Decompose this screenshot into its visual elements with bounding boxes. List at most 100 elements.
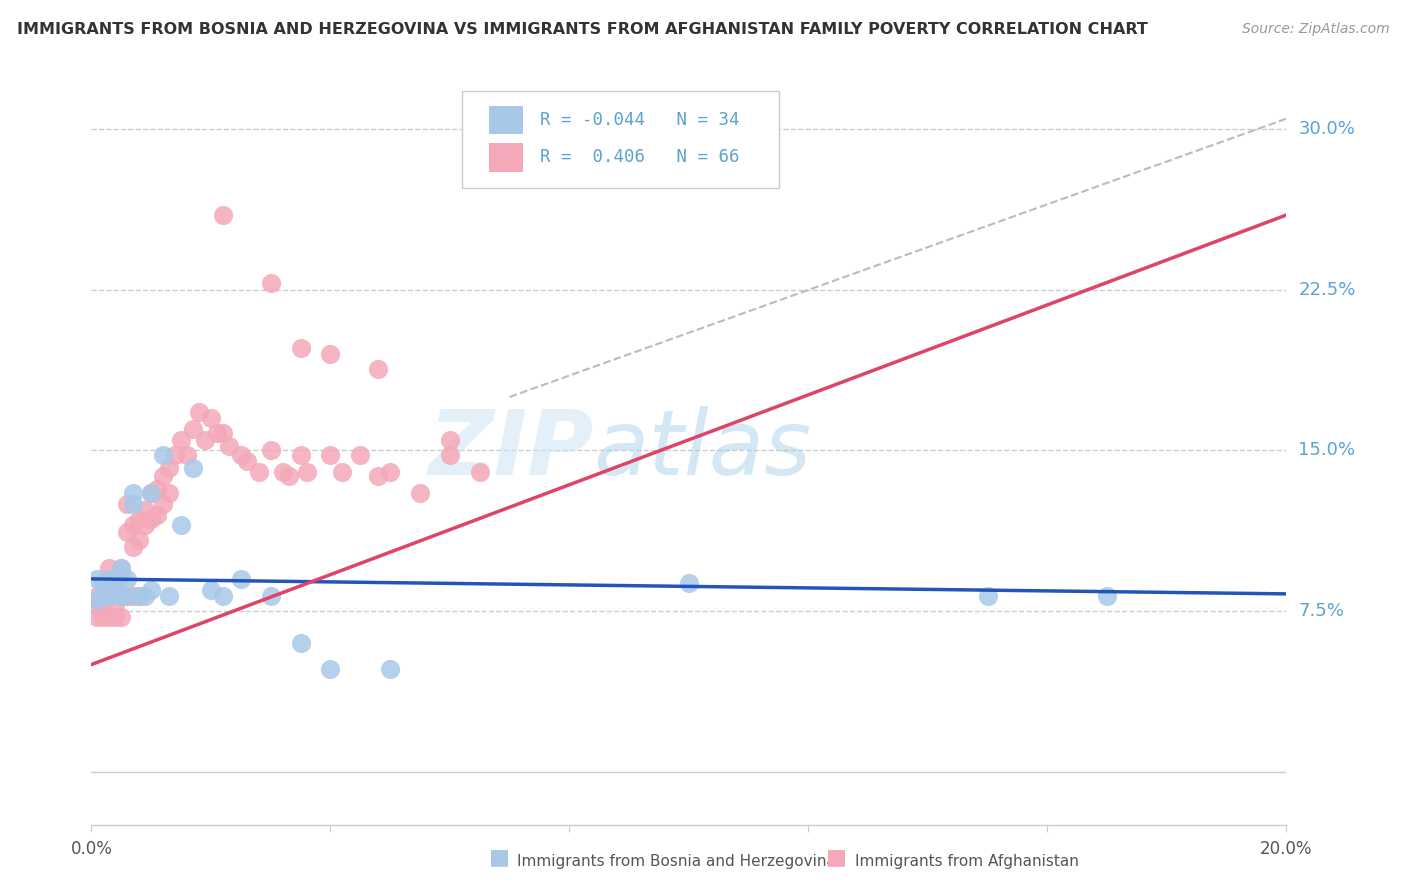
Point xyxy=(211,426,233,441)
Text: Source: ZipAtlas.com: Source: ZipAtlas.com xyxy=(1241,22,1389,37)
Point xyxy=(86,593,108,607)
Point xyxy=(115,524,138,539)
Point xyxy=(122,589,145,603)
Point xyxy=(409,486,432,500)
Point xyxy=(157,486,180,500)
Point xyxy=(146,508,169,522)
Point xyxy=(152,497,174,511)
Point xyxy=(110,589,132,603)
Point xyxy=(93,598,115,612)
Point xyxy=(277,469,299,483)
Point xyxy=(200,411,222,425)
Point xyxy=(163,448,186,462)
Point xyxy=(93,576,115,591)
Point xyxy=(1097,589,1119,603)
Point xyxy=(98,561,121,575)
Text: atlas: atlas xyxy=(593,407,811,494)
Point xyxy=(211,208,233,222)
Point xyxy=(104,598,127,612)
Point xyxy=(157,589,180,603)
Text: ZIP: ZIP xyxy=(427,407,593,494)
Point xyxy=(93,610,115,624)
Point xyxy=(468,465,491,479)
Point xyxy=(104,582,127,597)
Point xyxy=(122,497,145,511)
Point xyxy=(332,465,354,479)
Text: R = -0.044   N = 34: R = -0.044 N = 34 xyxy=(540,111,740,129)
Point xyxy=(115,589,138,603)
Text: Immigrants from Bosnia and Herzegovina: Immigrants from Bosnia and Herzegovina xyxy=(517,854,837,869)
Point xyxy=(110,567,132,582)
Point xyxy=(98,610,121,624)
Text: ■: ■ xyxy=(827,847,846,867)
Point xyxy=(93,589,115,603)
Point xyxy=(290,341,312,355)
Point xyxy=(259,277,281,291)
Text: 15.0%: 15.0% xyxy=(1299,442,1355,459)
Point xyxy=(439,448,461,462)
Point xyxy=(319,347,342,361)
Point xyxy=(235,454,259,468)
Point xyxy=(110,589,132,603)
Point xyxy=(380,465,402,479)
Point xyxy=(134,503,156,517)
Point xyxy=(170,518,193,533)
Point xyxy=(146,482,169,496)
Point xyxy=(122,486,145,500)
Text: 30.0%: 30.0% xyxy=(1299,120,1355,138)
Point xyxy=(211,589,233,603)
Point xyxy=(115,589,138,603)
Text: ■: ■ xyxy=(489,847,509,867)
Point xyxy=(290,636,312,650)
Point xyxy=(181,460,204,475)
Text: Immigrants from Afghanistan: Immigrants from Afghanistan xyxy=(855,854,1078,869)
Point xyxy=(104,582,127,597)
Point xyxy=(110,561,132,575)
Point xyxy=(141,486,163,500)
Point xyxy=(86,589,108,603)
Point xyxy=(86,598,108,612)
Point xyxy=(188,405,211,419)
FancyBboxPatch shape xyxy=(461,91,779,188)
Point xyxy=(380,662,402,676)
Point xyxy=(104,610,127,624)
Point xyxy=(122,518,145,533)
Point xyxy=(181,422,204,436)
Point xyxy=(86,610,108,624)
Point xyxy=(271,465,294,479)
Point xyxy=(247,465,270,479)
Point xyxy=(98,589,121,603)
Point xyxy=(218,439,240,453)
Point xyxy=(152,448,174,462)
Point xyxy=(128,589,150,603)
Point xyxy=(98,582,121,597)
Point xyxy=(110,610,132,624)
Point xyxy=(319,662,342,676)
Point xyxy=(141,582,163,597)
Point xyxy=(98,572,121,586)
Text: 7.5%: 7.5% xyxy=(1299,602,1344,620)
FancyBboxPatch shape xyxy=(489,106,523,135)
FancyBboxPatch shape xyxy=(489,144,523,172)
Point xyxy=(134,589,156,603)
Point xyxy=(170,433,193,447)
Point xyxy=(176,448,198,462)
Point xyxy=(98,589,121,603)
Point xyxy=(200,582,222,597)
Point xyxy=(152,469,174,483)
Point xyxy=(367,362,389,376)
Point xyxy=(93,589,115,603)
Point xyxy=(349,448,371,462)
Point xyxy=(259,589,281,603)
Point xyxy=(115,572,138,586)
Text: R =  0.406   N = 66: R = 0.406 N = 66 xyxy=(540,148,740,167)
Point xyxy=(141,512,163,526)
Point xyxy=(229,572,252,586)
Point xyxy=(115,497,138,511)
Point xyxy=(110,561,132,575)
Text: 22.5%: 22.5% xyxy=(1299,281,1355,299)
Point xyxy=(86,572,108,586)
Point xyxy=(290,448,312,462)
Point xyxy=(678,576,700,591)
Point xyxy=(128,512,150,526)
